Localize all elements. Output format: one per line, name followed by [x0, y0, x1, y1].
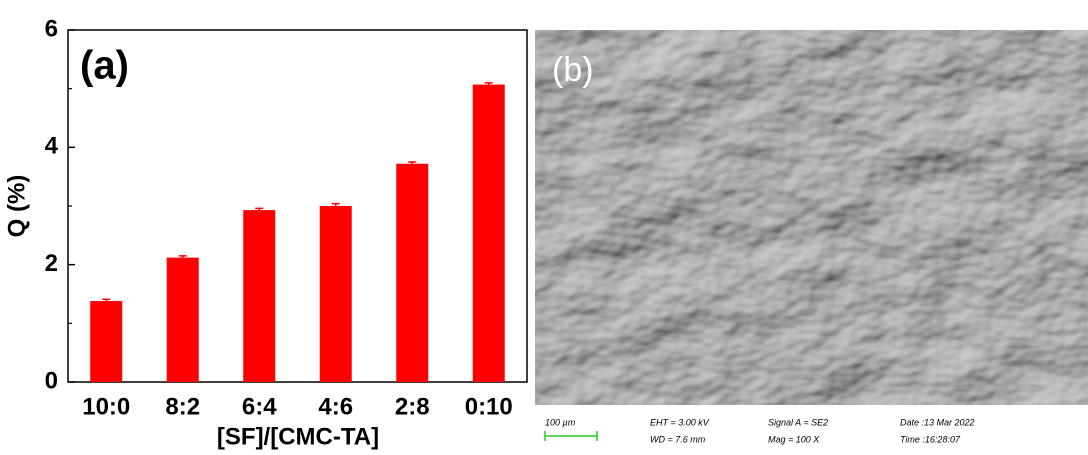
- info-text: EHT = 3.00 kV: [650, 417, 710, 427]
- info-text: Mag = 100 X: [768, 434, 820, 444]
- error-bar: [408, 161, 417, 167]
- info-text: Time :16:28:07: [900, 434, 961, 444]
- x-tick-label: 4:6: [318, 393, 353, 420]
- x-tick-label: 8:2: [165, 393, 200, 420]
- y-tick-label: 0: [45, 367, 58, 394]
- bar: [319, 206, 352, 382]
- panel-label: (a): [80, 44, 129, 88]
- bar: [396, 163, 429, 382]
- error-bar: [331, 202, 340, 210]
- y-tick-label: 4: [45, 133, 59, 160]
- panel-label: (b): [552, 51, 594, 89]
- error-bar: [255, 207, 264, 213]
- chart: (a) [SF]/[CMC-TA] Q (%) 0 2 4 6 10:0 8:2 6:4 4:…: [3, 15, 528, 450]
- info-text: Date :13 Mar 2022: [900, 417, 975, 427]
- x-tick-label: 10:0: [82, 393, 130, 420]
- error-bar: [102, 298, 111, 304]
- info-text: WD = 7.6 mm: [650, 434, 706, 444]
- x-tick-label: 6:4: [242, 393, 277, 420]
- error-bar: [178, 255, 187, 261]
- info-text: Signal A = SE2: [768, 417, 828, 427]
- error-bar: [484, 82, 493, 88]
- y-axis-label: Q (%): [3, 175, 30, 238]
- sem-image: [535, 30, 1088, 405]
- bar: [472, 84, 505, 382]
- bar: [243, 210, 276, 382]
- x-tick-label: 2:8: [395, 393, 430, 420]
- sem-panel: (b) 100 µm EHT = 3.00 kV WD = 7.6 mm Sig…: [535, 30, 1088, 450]
- x-axis-label: [SF]/[CMC-TA]: [217, 423, 379, 450]
- y-tick-label: 6: [45, 15, 58, 42]
- bar: [166, 257, 199, 382]
- info-bar: [535, 405, 1088, 450]
- y-tick-label: 2: [45, 250, 58, 277]
- bar: [90, 301, 123, 382]
- x-tick-label: 0:10: [465, 393, 513, 420]
- scale-bar-label: 100 µm: [545, 417, 576, 427]
- plot-frame: [67, 29, 528, 383]
